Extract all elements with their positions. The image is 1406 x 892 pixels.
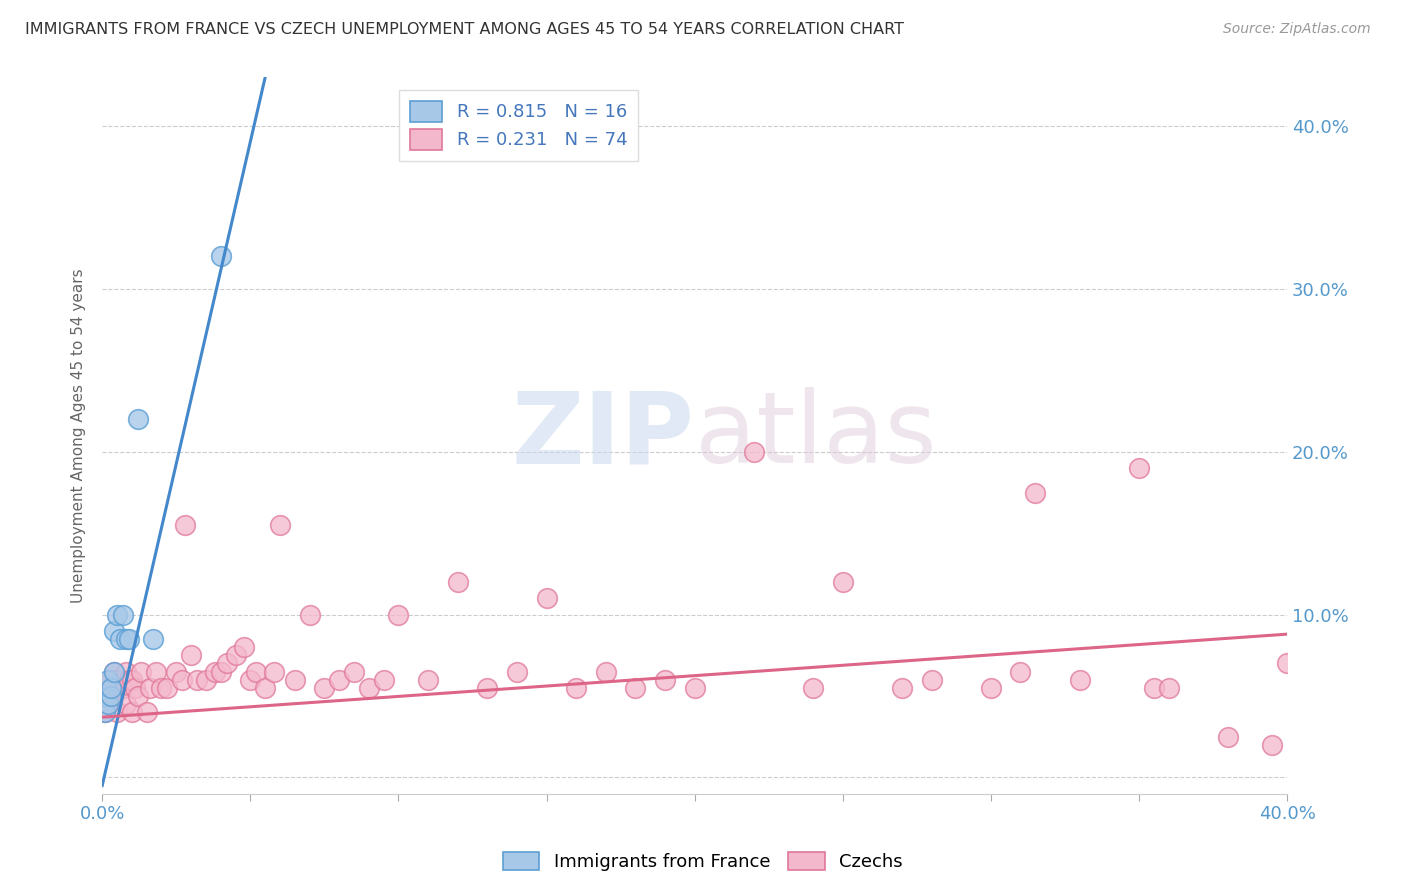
Point xyxy=(921,673,943,687)
Point xyxy=(831,575,853,590)
Point xyxy=(447,575,470,590)
Point xyxy=(111,681,134,695)
Point xyxy=(595,665,617,679)
Point xyxy=(1261,738,1284,752)
Point xyxy=(97,673,120,687)
Point xyxy=(373,673,395,687)
Point xyxy=(138,681,160,695)
Point xyxy=(194,673,217,687)
Point xyxy=(94,706,117,720)
Point xyxy=(204,665,226,679)
Point xyxy=(127,689,149,703)
Point xyxy=(239,673,262,687)
Point xyxy=(156,681,179,695)
Point xyxy=(506,665,529,679)
Text: atlas: atlas xyxy=(695,387,936,484)
Point xyxy=(314,681,336,695)
Point xyxy=(118,673,141,687)
Point xyxy=(108,676,131,690)
Point xyxy=(142,632,165,646)
Point xyxy=(209,665,232,679)
Legend: R = 0.815   N = 16, R = 0.231   N = 74: R = 0.815 N = 16, R = 0.231 N = 74 xyxy=(399,90,638,161)
Point xyxy=(103,665,125,679)
Point xyxy=(1216,730,1239,744)
Point xyxy=(233,640,256,655)
Point xyxy=(115,665,138,679)
Point xyxy=(298,607,321,622)
Point xyxy=(97,697,120,711)
Point xyxy=(357,681,380,695)
Point xyxy=(127,412,149,426)
Point xyxy=(683,681,706,695)
Point xyxy=(263,665,285,679)
Point xyxy=(387,607,409,622)
Point xyxy=(111,607,134,622)
Point xyxy=(124,681,146,695)
Text: IMMIGRANTS FROM FRANCE VS CZECH UNEMPLOYMENT AMONG AGES 45 TO 54 YEARS CORRELATI: IMMIGRANTS FROM FRANCE VS CZECH UNEMPLOY… xyxy=(25,22,904,37)
Point xyxy=(105,607,128,622)
Point xyxy=(269,518,291,533)
Point xyxy=(129,665,152,679)
Point xyxy=(103,624,125,638)
Point xyxy=(100,673,122,687)
Point xyxy=(565,681,588,695)
Point xyxy=(115,632,138,646)
Point xyxy=(1157,681,1180,695)
Point xyxy=(1024,485,1046,500)
Point xyxy=(891,681,914,695)
Point xyxy=(209,250,232,264)
Point xyxy=(103,681,125,695)
Point xyxy=(186,673,208,687)
Point xyxy=(94,689,117,703)
Point xyxy=(108,632,131,646)
Point xyxy=(1010,665,1032,679)
Point xyxy=(416,673,439,687)
Point xyxy=(742,445,765,459)
Point xyxy=(103,665,125,679)
Point xyxy=(105,706,128,720)
Point xyxy=(94,689,117,703)
Legend: Immigrants from France, Czechs: Immigrants from France, Czechs xyxy=(496,845,910,879)
Point xyxy=(343,665,366,679)
Text: Source: ZipAtlas.com: Source: ZipAtlas.com xyxy=(1223,22,1371,37)
Point xyxy=(328,673,350,687)
Point xyxy=(180,648,202,663)
Point xyxy=(245,665,267,679)
Point xyxy=(172,673,194,687)
Point xyxy=(135,706,157,720)
Point xyxy=(150,681,173,695)
Point xyxy=(100,689,122,703)
Point xyxy=(121,706,143,720)
Point xyxy=(1069,673,1091,687)
Point xyxy=(536,591,558,606)
Point xyxy=(654,673,676,687)
Point xyxy=(94,706,117,720)
Point xyxy=(105,673,128,687)
Point xyxy=(121,673,143,687)
Point xyxy=(118,632,141,646)
Point xyxy=(624,681,647,695)
Point xyxy=(100,681,122,695)
Point xyxy=(215,657,238,671)
Point xyxy=(145,665,167,679)
Point xyxy=(254,681,277,695)
Point xyxy=(477,681,499,695)
Point xyxy=(1143,681,1166,695)
Point xyxy=(801,681,824,695)
Point xyxy=(174,518,197,533)
Text: ZIP: ZIP xyxy=(512,387,695,484)
Point xyxy=(980,681,1002,695)
Point xyxy=(97,697,120,711)
Point xyxy=(100,689,122,703)
Point xyxy=(1275,657,1298,671)
Point xyxy=(1128,461,1150,475)
Point xyxy=(165,665,187,679)
Point xyxy=(225,648,247,663)
Y-axis label: Unemployment Among Ages 45 to 54 years: Unemployment Among Ages 45 to 54 years xyxy=(72,268,86,603)
Point xyxy=(284,673,307,687)
Point xyxy=(115,697,138,711)
Point xyxy=(97,681,120,695)
